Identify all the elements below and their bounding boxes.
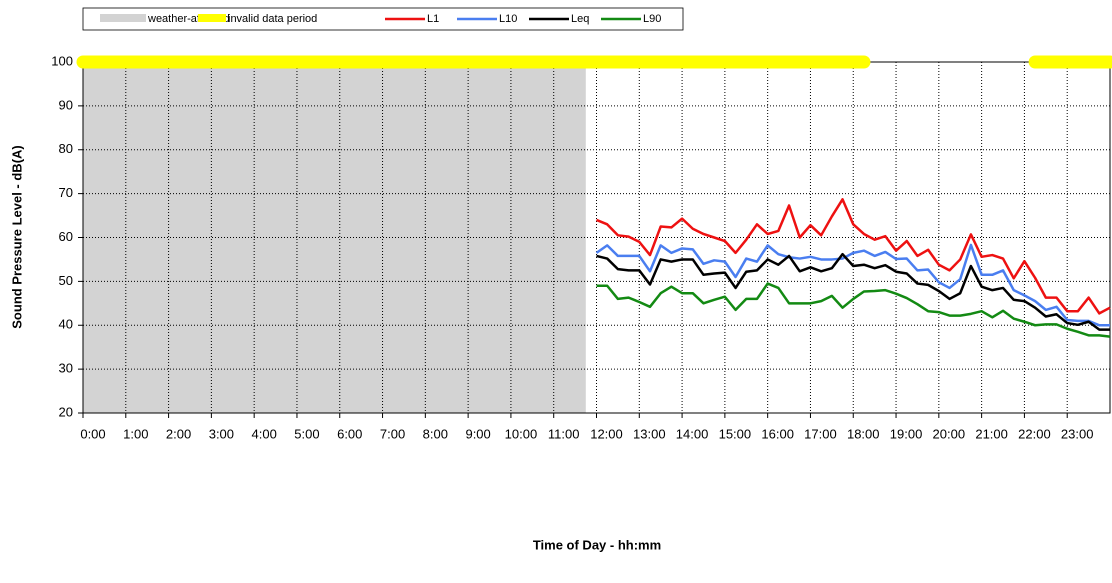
y-axis-label: Sound Pressure Level - dB(A) [9, 145, 24, 328]
x-tick-label: 0:00 [80, 426, 105, 441]
legend-label: invalid data period [228, 13, 317, 25]
y-tick-label: 90 [59, 97, 73, 112]
legend-label: Leq [571, 13, 589, 25]
legend-label: L90 [643, 13, 661, 25]
x-tick-label: 14:00 [676, 426, 709, 441]
x-axis-label: Time of Day - hh:mm [533, 537, 661, 552]
weather-band [83, 62, 586, 413]
x-tick-label: 5:00 [294, 426, 319, 441]
y-tick-label: 80 [59, 141, 73, 156]
x-tick-label: 18:00 [847, 426, 880, 441]
legend-swatch [100, 14, 146, 22]
legend-label: L10 [499, 13, 517, 25]
x-tick-label: 20:00 [933, 426, 966, 441]
x-tick-label: 17:00 [804, 426, 837, 441]
y-tick-label: 30 [59, 361, 73, 376]
series-line [596, 252, 1110, 331]
x-tick-label: 22:00 [1018, 426, 1051, 441]
x-tick-label: 12:00 [590, 426, 623, 441]
x-tick-label: 13:00 [633, 426, 666, 441]
x-tick-label: 3:00 [209, 426, 234, 441]
y-tick-label: 50 [59, 273, 73, 288]
legend-box [82, 7, 684, 31]
y-tick-label: 60 [59, 229, 73, 244]
x-tick-label: 7:00 [380, 426, 405, 441]
x-tick-label: 21:00 [975, 426, 1008, 441]
x-tick-label: 16:00 [761, 426, 794, 441]
x-tick-label: 23:00 [1061, 426, 1094, 441]
x-tick-label: 1:00 [123, 426, 148, 441]
x-tick-label: 2:00 [166, 426, 191, 441]
x-tick-label: 4:00 [252, 426, 277, 441]
y-tick-label: 70 [59, 185, 73, 200]
x-tick-label: 11:00 [548, 426, 580, 441]
legend-label: L1 [427, 13, 439, 25]
legend-swatch [198, 14, 226, 22]
x-tick-label: 15:00 [719, 426, 752, 441]
series-line [596, 282, 1111, 338]
series-line [595, 243, 1110, 327]
y-tick-label: 20 [59, 404, 73, 419]
x-tick-label: 9:00 [465, 426, 490, 441]
y-tick-label: 40 [59, 317, 73, 332]
series-line [596, 198, 1111, 315]
x-tick-label: 8:00 [423, 426, 448, 441]
x-tick-label: 10:00 [505, 426, 538, 441]
y-tick-label: 100 [51, 53, 73, 68]
x-tick-label: 19:00 [890, 426, 923, 441]
x-tick-label: 6:00 [337, 426, 362, 441]
